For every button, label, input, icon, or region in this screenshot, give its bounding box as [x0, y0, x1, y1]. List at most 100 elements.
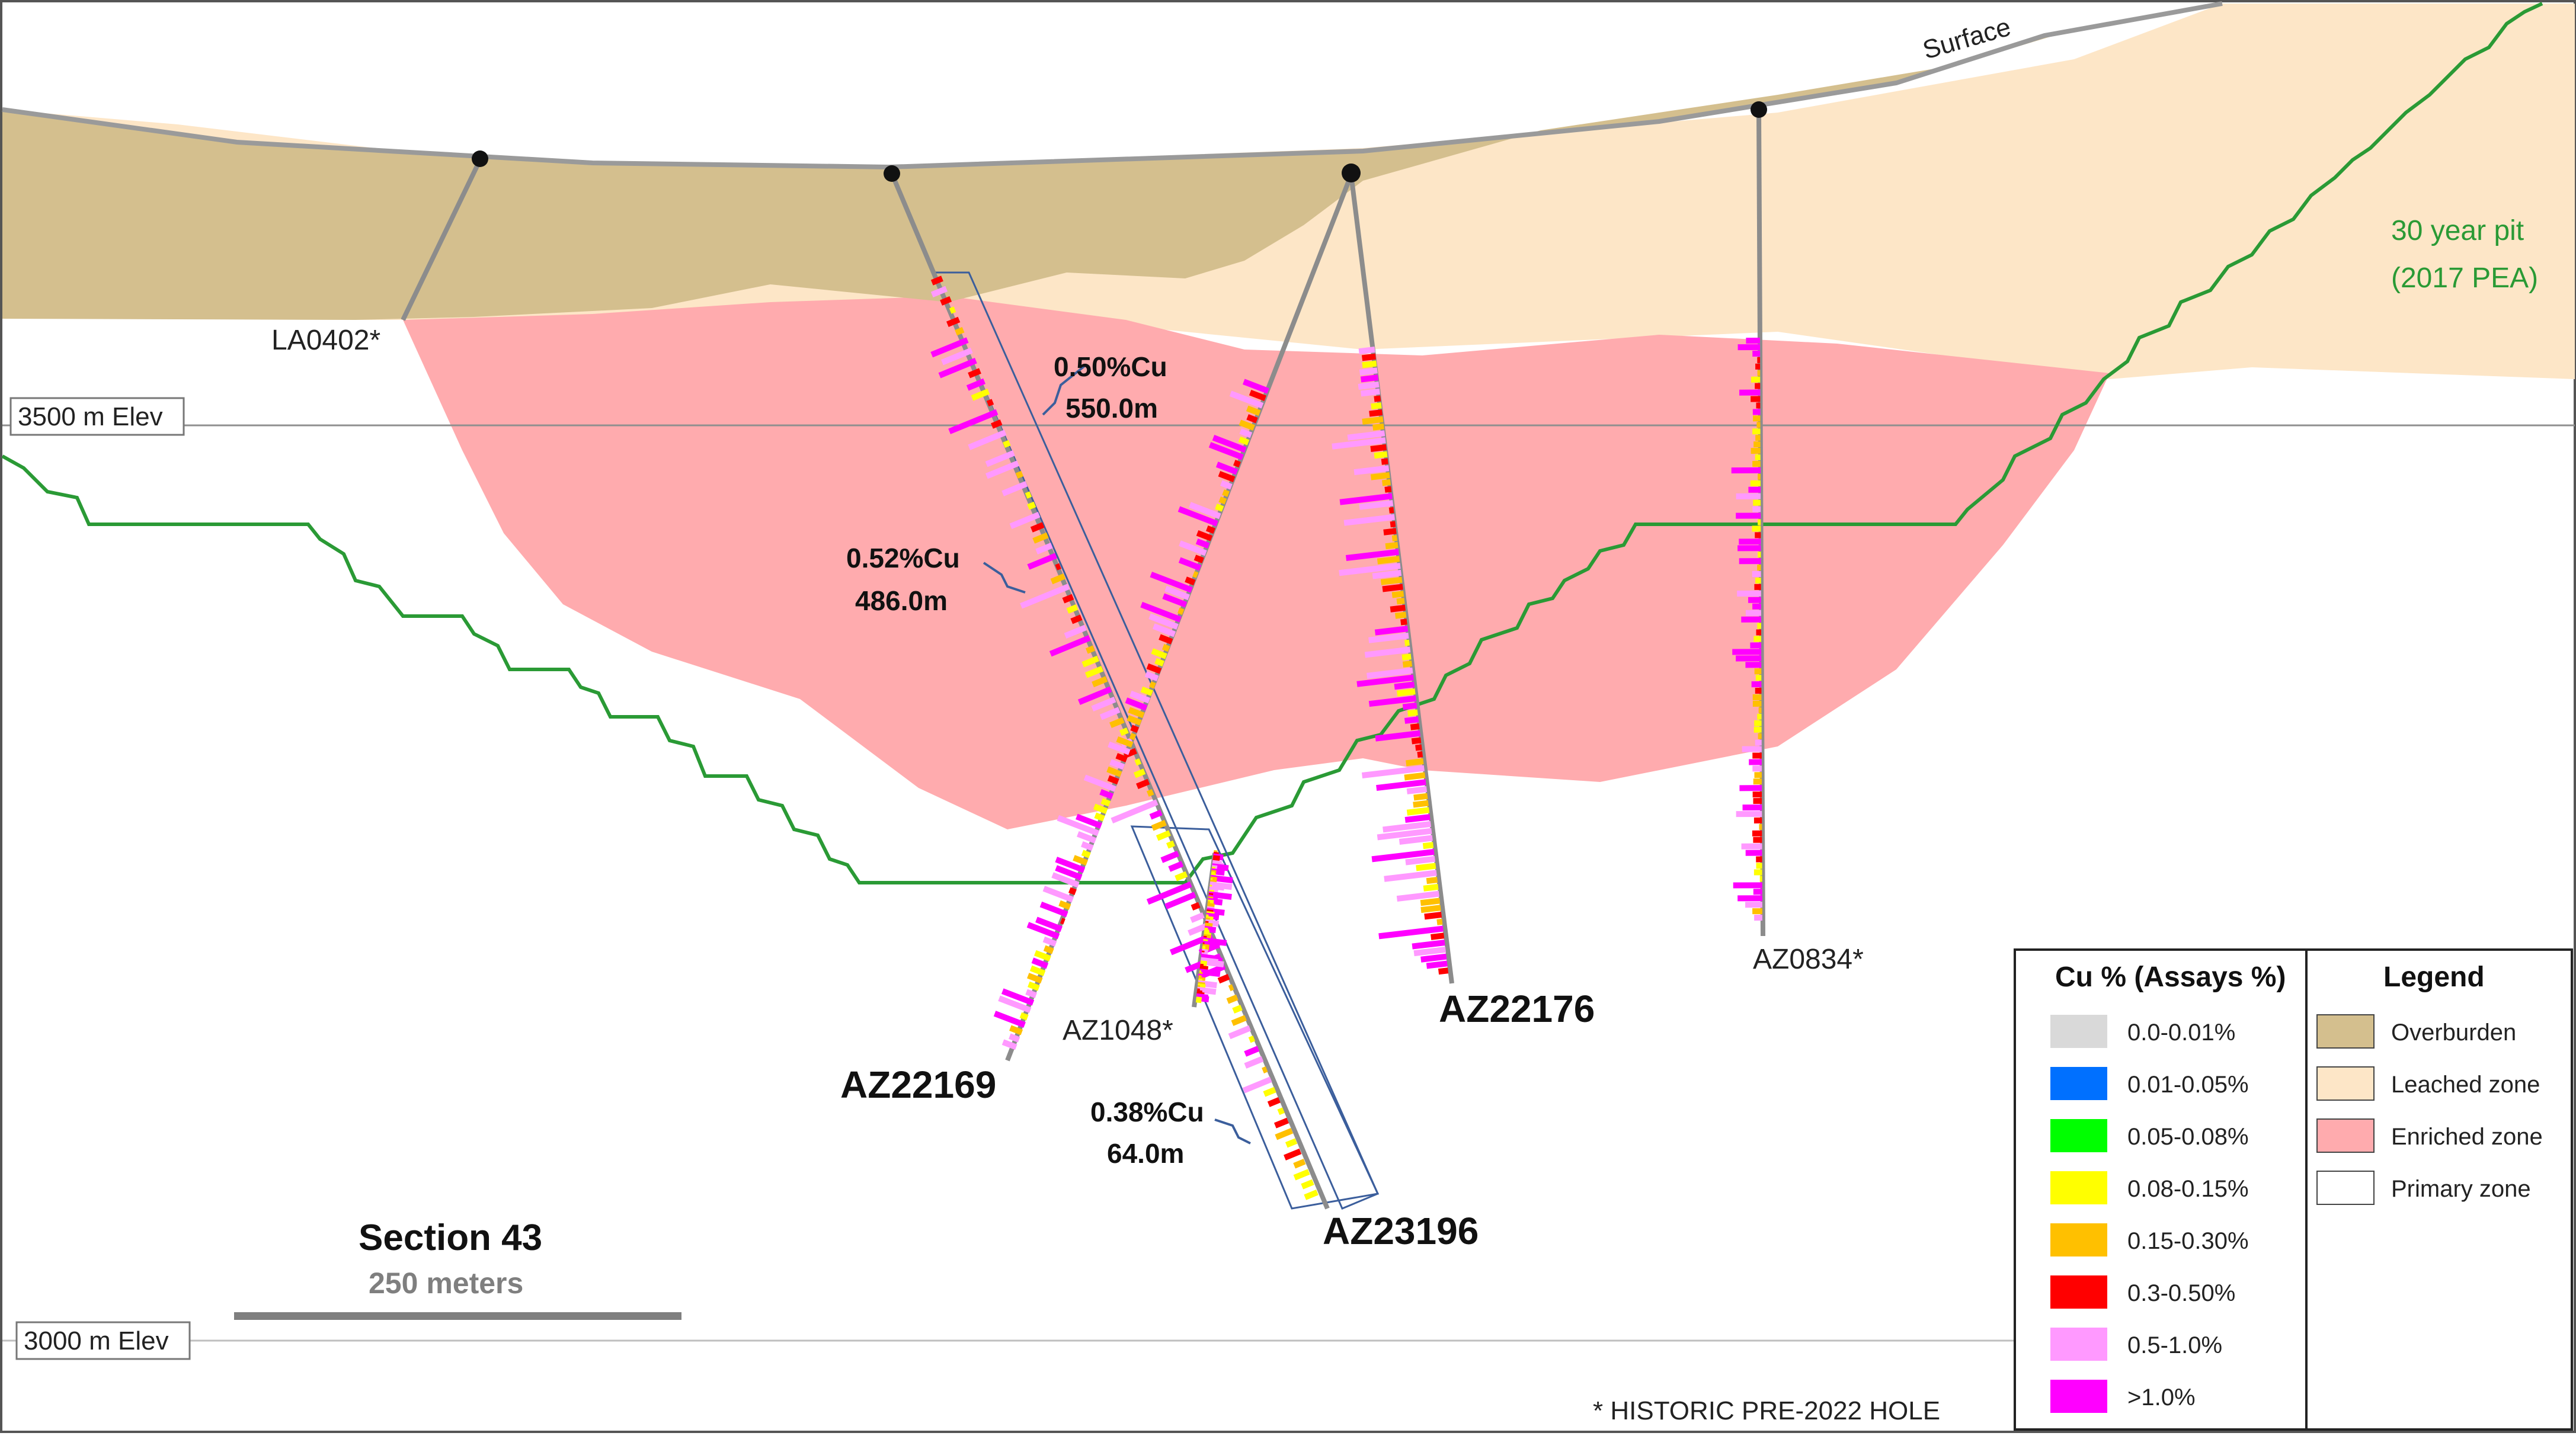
intercept-1-length: 550.0m [1065, 393, 1158, 424]
assay-legend-label: 0.5-1.0% [2127, 1332, 2222, 1358]
hole-label-az22176: AZ22176 [1439, 988, 1595, 1030]
assay-tick [1060, 903, 1070, 907]
assay-tick [1426, 963, 1447, 966]
assay-legend-swatch [2050, 1119, 2107, 1152]
assay-legend-swatch [2050, 1223, 2107, 1256]
assay-tick [1087, 648, 1094, 651]
assay-legend-swatch [2050, 1275, 2107, 1309]
collar-az23196 [884, 165, 900, 182]
intercept-1-grade: 0.50%Cu [1054, 351, 1167, 382]
scale-bar [234, 1312, 681, 1320]
assay-tick [1294, 1162, 1304, 1166]
zone-legend-label: Primary zone [2391, 1176, 2531, 1202]
assay-legend-label: >1.0% [2127, 1384, 2196, 1411]
assay-tick [1420, 900, 1439, 903]
assay-tick [1264, 1089, 1275, 1094]
assay-tick [1403, 663, 1412, 665]
assay-tick [1142, 689, 1153, 693]
section-title: Section 43 [359, 1217, 542, 1258]
assay-tick [1196, 999, 1201, 1000]
assay-tick [1371, 405, 1381, 406]
assay-tick [1167, 843, 1174, 846]
assay-tick [1397, 691, 1415, 694]
assay-tick [1375, 629, 1407, 632]
hole-label-az0834: AZ0834* [1753, 944, 1864, 975]
assay-legend-title: Cu % (Assays %) [2055, 961, 2286, 993]
assay-tick [1414, 950, 1445, 953]
assay-tick [1373, 427, 1384, 428]
zone-legend-swatch [2317, 1067, 2374, 1100]
assay-tick [956, 330, 963, 333]
elev-3500-label: 3500 m Elev [18, 402, 163, 431]
assay-tick [1389, 510, 1394, 511]
assay-tick [1384, 531, 1396, 533]
collar-az22169 [1342, 164, 1361, 182]
collar-az0834 [1751, 101, 1767, 118]
assay-tick [1230, 987, 1233, 988]
assay-tick [1431, 935, 1444, 937]
assay-tick [1413, 803, 1428, 805]
assay-tick [1369, 412, 1383, 414]
assay-tick [1070, 890, 1076, 892]
assay-tick [1192, 905, 1199, 908]
assay-legend-swatch [2050, 1067, 2107, 1100]
assay-tick [1004, 443, 1010, 445]
assay-tick [1392, 594, 1403, 595]
assay-tick [1361, 377, 1378, 379]
assay-tick [1412, 943, 1445, 946]
assay-tick [1227, 997, 1237, 1001]
scale-label: 250 meters [369, 1267, 523, 1300]
assay-tick [1408, 712, 1418, 713]
assay-tick [1130, 736, 1135, 738]
assay-tick [992, 422, 1001, 426]
assay-tick [941, 299, 951, 303]
assay-tick [1287, 1141, 1297, 1145]
assay-legend-label: 0.01-0.05% [2127, 1072, 2249, 1098]
assay-tick [1423, 845, 1433, 846]
assay-tick [1061, 921, 1064, 922]
assay-tick [1399, 838, 1432, 842]
assay-tick [1193, 574, 1197, 575]
assay-tick [1374, 454, 1387, 456]
assay-tick [1067, 607, 1077, 611]
assay-tick [1302, 1182, 1313, 1187]
assay-legend-swatch [2050, 1380, 2107, 1413]
assay-tick [1421, 908, 1441, 910]
assay-tick [1385, 545, 1398, 546]
assay-tick [1156, 661, 1163, 663]
assay-tick [1377, 559, 1399, 561]
assay-tick [1407, 789, 1426, 791]
assay-tick [1371, 475, 1390, 477]
assay-legend-label: 0.05-0.08% [2127, 1124, 2249, 1150]
assay-legend-label: 0.08-0.15% [2127, 1176, 2249, 1202]
assay-tick [1150, 684, 1155, 686]
assay-tick [1148, 792, 1153, 794]
assay-tick [1383, 586, 1403, 589]
historic-note: * HISTORIC PRE-2022 HOLE [1593, 1396, 1940, 1425]
assay-tick [1406, 859, 1435, 863]
assay-tick [1240, 439, 1249, 443]
assay-tick [1403, 706, 1416, 707]
assay-tick [1372, 573, 1401, 576]
assay-tick [1416, 866, 1436, 868]
assay-tick [1407, 810, 1429, 812]
assay-tick [1028, 504, 1035, 507]
assay-legend-label: 0.15-0.30% [2127, 1228, 2249, 1254]
assay-tick [1195, 557, 1203, 560]
assay-tick [1416, 747, 1422, 748]
assay-tick [1396, 615, 1406, 616]
assay-tick [1221, 483, 1231, 487]
assay-tick [1359, 350, 1375, 351]
assay-tick [1234, 463, 1240, 465]
assay-tick [1233, 1008, 1241, 1011]
assay-tick [1423, 887, 1438, 889]
assay-tick [1425, 915, 1442, 916]
assay-tick [1045, 948, 1053, 951]
assay-tick [1219, 977, 1229, 981]
assay-tick [1360, 370, 1378, 372]
assay-tick [988, 402, 993, 404]
assay-tick [1109, 778, 1118, 781]
assay-tick [1412, 741, 1420, 742]
assay-tick [1439, 970, 1448, 972]
assay-legend-swatch [2050, 1171, 2107, 1204]
